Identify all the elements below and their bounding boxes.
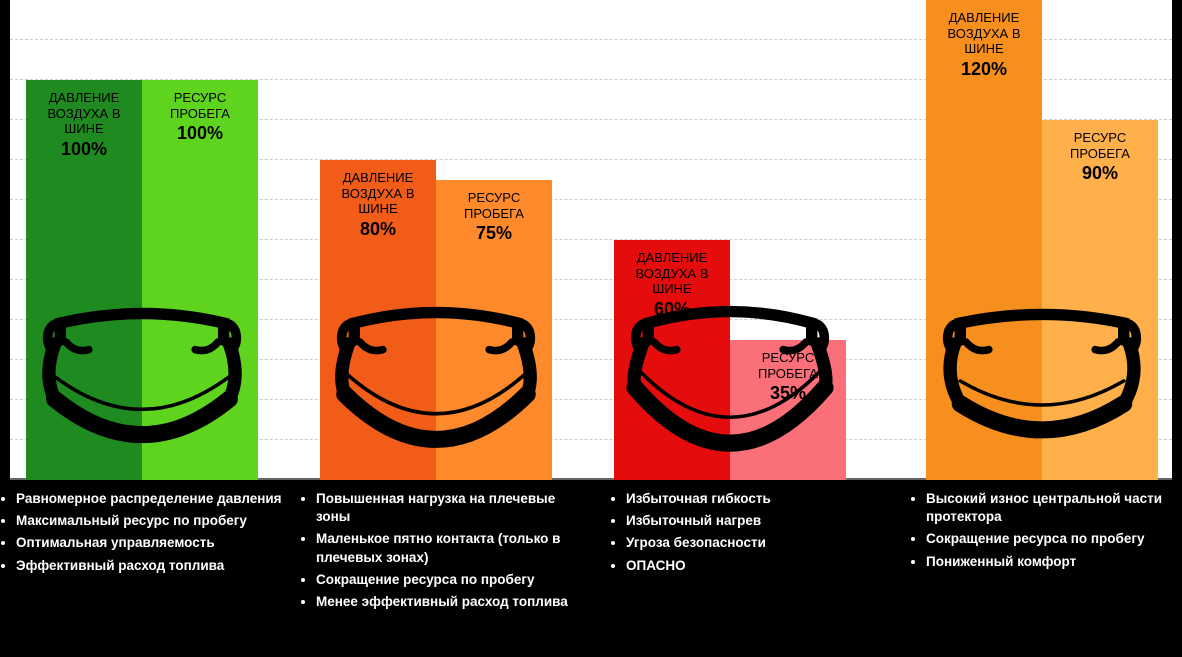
mileage-bar: РЕСУРС ПРОБЕГА75% [436, 180, 552, 480]
description-item: Равномерное распределение давления [16, 490, 300, 508]
description-item: Менее эффективный расход топлива [316, 593, 600, 611]
description-item: Избыточный нагрев [626, 512, 890, 530]
pressure-bar: ДАВЛЕНИЕ ВОЗДУХА В ШИНЕ60% [614, 240, 730, 480]
bar-value: 100% [26, 139, 142, 160]
description-item: Высокий износ центральной части протекто… [926, 490, 1180, 526]
bar-group: ДАВЛЕНИЕ ВОЗДУХА В ШИНЕ120%РЕСУРС ПРОБЕГ… [926, 0, 1158, 480]
description-item: ОПАСНО [626, 557, 890, 575]
pressure-bar: ДАВЛЕНИЕ ВОЗДУХА В ШИНЕ80% [320, 160, 436, 480]
description-list: Повышенная нагрузка на плечевые зоны Мале… [300, 490, 600, 615]
bar-group: ДАВЛЕНИЕ ВОЗДУХА В ШИНЕ80%РЕСУРС ПРОБЕГА… [320, 0, 552, 480]
bar-label: РЕСУРС ПРОБЕГА [730, 350, 846, 381]
bar-value: 120% [926, 59, 1042, 80]
bar-label: РЕСУРС ПРОБЕГА [142, 90, 258, 121]
bar-value: 75% [436, 223, 552, 244]
bar-value: 35% [730, 383, 846, 404]
bar-group: ДАВЛЕНИЕ ВОЗДУХА В ШИНЕ100%РЕСУРС ПРОБЕГ… [26, 0, 258, 480]
description-item: Маленькое пятно контакта (только в плече… [316, 530, 600, 566]
mileage-bar: РЕСУРС ПРОБЕГА90% [1042, 120, 1158, 480]
description-item: Повышенная нагрузка на плечевые зоны [316, 490, 600, 526]
bar-value: 80% [320, 219, 436, 240]
description-item: Избыточная гибкость [626, 490, 890, 508]
bar-label: ДАВЛЕНИЕ ВОЗДУХА В ШИНЕ [614, 250, 730, 297]
description-item: Угроза безопасности [626, 534, 890, 552]
mileage-bar: РЕСУРС ПРОБЕГА35% [730, 340, 846, 480]
description-list: Избыточная гибкость Избыточный нагрев Угро… [610, 490, 890, 579]
description-item: Оптимальная управляемость [16, 534, 300, 552]
chart-area: ДАВЛЕНИЕ ВОЗДУХА В ШИНЕ100%РЕСУРС ПРОБЕГ… [10, 0, 1172, 480]
bar-label: ДАВЛЕНИЕ ВОЗДУХА В ШИНЕ [320, 170, 436, 217]
pressure-bar: ДАВЛЕНИЕ ВОЗДУХА В ШИНЕ100% [26, 80, 142, 480]
bar-value: 60% [614, 299, 730, 320]
description-item: Эффективный расход топлива [16, 557, 300, 575]
bar-value: 100% [142, 123, 258, 144]
bar-label: РЕСУРС ПРОБЕГА [436, 190, 552, 221]
description-item: Сокращение ресурса по пробегу [926, 530, 1180, 548]
description-list: Равномерное распределение давления Максим… [0, 490, 300, 579]
bar-label: ДАВЛЕНИЕ ВОЗДУХА В ШИНЕ [926, 10, 1042, 57]
bar-group: ДАВЛЕНИЕ ВОЗДУХА В ШИНЕ60%РЕСУРС ПРОБЕГА… [614, 0, 846, 480]
bar-value: 90% [1042, 163, 1158, 184]
bar-label: ДАВЛЕНИЕ ВОЗДУХА В ШИНЕ [26, 90, 142, 137]
description-item: Максимальный ресурс по пробегу [16, 512, 300, 530]
description-list: Высокий износ центральной части протекто… [910, 490, 1180, 575]
mileage-bar: РЕСУРС ПРОБЕГА100% [142, 80, 258, 480]
bar-label: РЕСУРС ПРОБЕГА [1042, 130, 1158, 161]
pressure-bar: ДАВЛЕНИЕ ВОЗДУХА В ШИНЕ120% [926, 0, 1042, 480]
description-item: Сокращение ресурса по пробегу [316, 571, 600, 589]
description-item: Пониженный комфорт [926, 553, 1180, 571]
